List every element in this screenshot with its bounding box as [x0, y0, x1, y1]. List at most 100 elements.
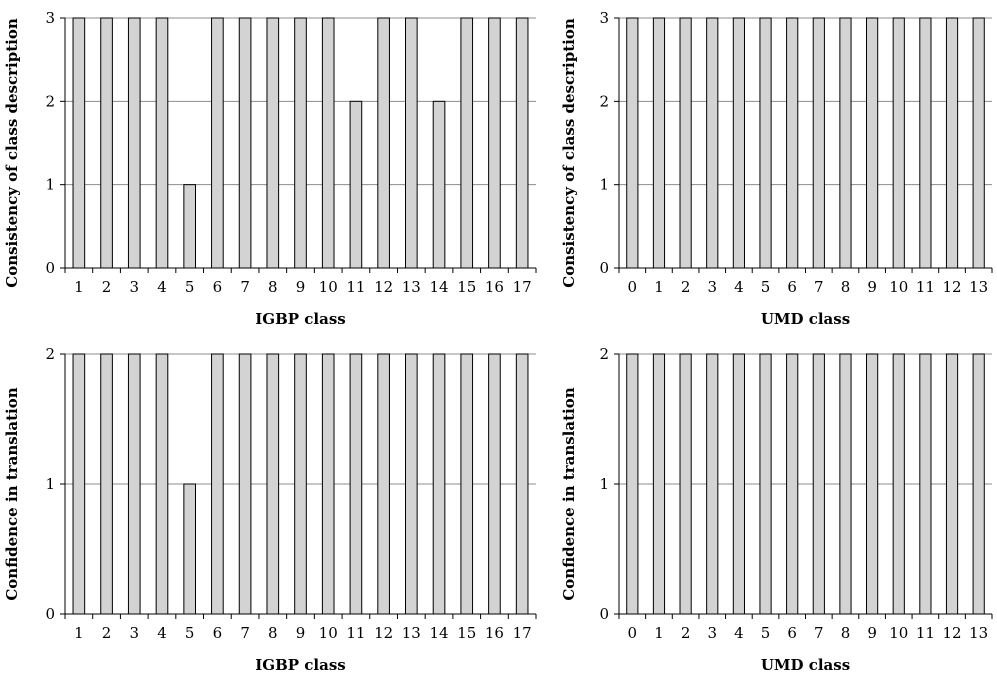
x-tick-label: 9: [296, 278, 306, 296]
x-tick-label: 2: [102, 624, 112, 642]
y-tick-label: 1: [45, 176, 55, 194]
bar-13: [405, 353, 418, 615]
bar-0: [626, 17, 639, 269]
bar-4: [155, 353, 169, 615]
x-tick-label: 12: [374, 624, 393, 642]
x-tick-label: 4: [734, 278, 744, 296]
bar-4: [732, 17, 745, 269]
bar-4: [155, 17, 169, 269]
x-tick-label: 1: [74, 624, 84, 642]
bar-3: [706, 353, 719, 615]
x-tick-label: 4: [157, 278, 167, 296]
x-tick-label: 6: [213, 278, 223, 296]
x-tick-label: 0: [628, 624, 638, 642]
bar-3: [127, 353, 141, 615]
bar-11: [919, 353, 932, 615]
y-tick-label: 0: [599, 259, 609, 277]
x-tick-label: 9: [296, 624, 306, 642]
bar-1: [652, 17, 666, 269]
x-tick-label: 6: [787, 278, 797, 296]
x-tick-label: 5: [185, 624, 195, 642]
x-tick-label: 5: [761, 624, 771, 642]
x-tick-label: 6: [213, 624, 223, 642]
x-tick-label: 9: [867, 278, 877, 296]
y-axis-title: Confidence in translation: [560, 387, 578, 600]
x-tick-label: 3: [707, 278, 717, 296]
x-tick-label: 2: [681, 278, 691, 296]
bar-1: [72, 353, 86, 615]
x-tick-label: 14: [429, 624, 448, 642]
bar-7: [812, 353, 825, 615]
x-tick-label: 15: [457, 278, 476, 296]
chart-umd-confidence: 0 1 2 0 1 2 3 4 5 6 7 8 9 10 11 12 13 UMD class Confidence…: [557, 338, 997, 677]
bar-0: [626, 353, 639, 615]
bar-10: [321, 17, 335, 269]
x-tick-label: 10: [889, 624, 908, 642]
bar-6: [786, 17, 799, 269]
bar-4: [732, 353, 745, 615]
x-tick-label: 3: [129, 278, 139, 296]
x-tick-label: 11: [346, 624, 365, 642]
bar-12: [945, 17, 959, 269]
bar-12: [377, 17, 390, 269]
bar-2: [100, 17, 113, 269]
x-tick-label: 10: [319, 624, 338, 642]
x-tick-label: 11: [916, 624, 935, 642]
x-tick-label: 16: [485, 624, 504, 642]
y-tick-label: 2: [599, 92, 609, 110]
bar-5: [183, 184, 196, 269]
x-tick-label: 8: [841, 624, 851, 642]
bar-9: [294, 353, 307, 615]
bar-13: [972, 17, 985, 269]
x-axis-title: UMD class: [761, 310, 850, 328]
x-tick-label: 7: [814, 278, 824, 296]
y-axis-title: Consistency of class description: [3, 18, 21, 288]
x-tick-label: 13: [969, 278, 988, 296]
bar-13: [405, 17, 418, 269]
bar-5: [759, 353, 772, 615]
bar-7: [812, 17, 825, 269]
bar-13: [972, 353, 985, 615]
y-axis-title: Consistency of class description: [560, 18, 578, 288]
bar-16: [488, 353, 501, 615]
x-tick-label: 1: [654, 278, 664, 296]
bar-8: [839, 17, 852, 269]
x-tick-label: 6: [787, 624, 797, 642]
x-tick-label: 7: [240, 278, 250, 296]
x-tick-label: 4: [734, 624, 744, 642]
bar-9: [866, 17, 879, 269]
y-tick-label: 3: [599, 9, 609, 27]
x-tick-label: 5: [761, 278, 771, 296]
bar-11: [349, 353, 363, 615]
bar-8: [266, 353, 280, 615]
y-tick-label: 0: [599, 605, 609, 623]
x-tick-label: 3: [129, 624, 139, 642]
y-tick-label: 1: [599, 176, 609, 194]
bar-8: [839, 353, 852, 615]
bar-16: [488, 17, 501, 269]
x-axis-title: IGBP class: [255, 656, 345, 674]
bar-6: [786, 353, 799, 615]
bar-11: [349, 100, 363, 269]
bar-11: [919, 17, 932, 269]
chart-igbp-consistency: 0 1 2 3 1 2 3 4 5 6 7 8 9 10 11 12 13 14 15 16 17 IGBP class C…: [0, 0, 540, 340]
y-tick-label: 3: [45, 9, 55, 27]
x-tick-label: 5: [185, 278, 195, 296]
bar-14: [432, 353, 446, 615]
bar-1: [72, 17, 86, 269]
bar-10: [892, 353, 905, 615]
y-tick-label: 1: [45, 475, 55, 493]
bar-12: [377, 353, 390, 615]
bar-10: [892, 17, 905, 269]
bar-3: [706, 17, 719, 269]
bar-2: [679, 17, 692, 269]
x-tick-label: 10: [889, 278, 908, 296]
x-tick-label: 2: [102, 278, 112, 296]
x-tick-label: 13: [402, 624, 421, 642]
x-tick-label: 0: [628, 278, 638, 296]
x-tick-label: 12: [942, 624, 961, 642]
x-tick-label: 15: [457, 624, 476, 642]
bar-9: [866, 353, 879, 615]
